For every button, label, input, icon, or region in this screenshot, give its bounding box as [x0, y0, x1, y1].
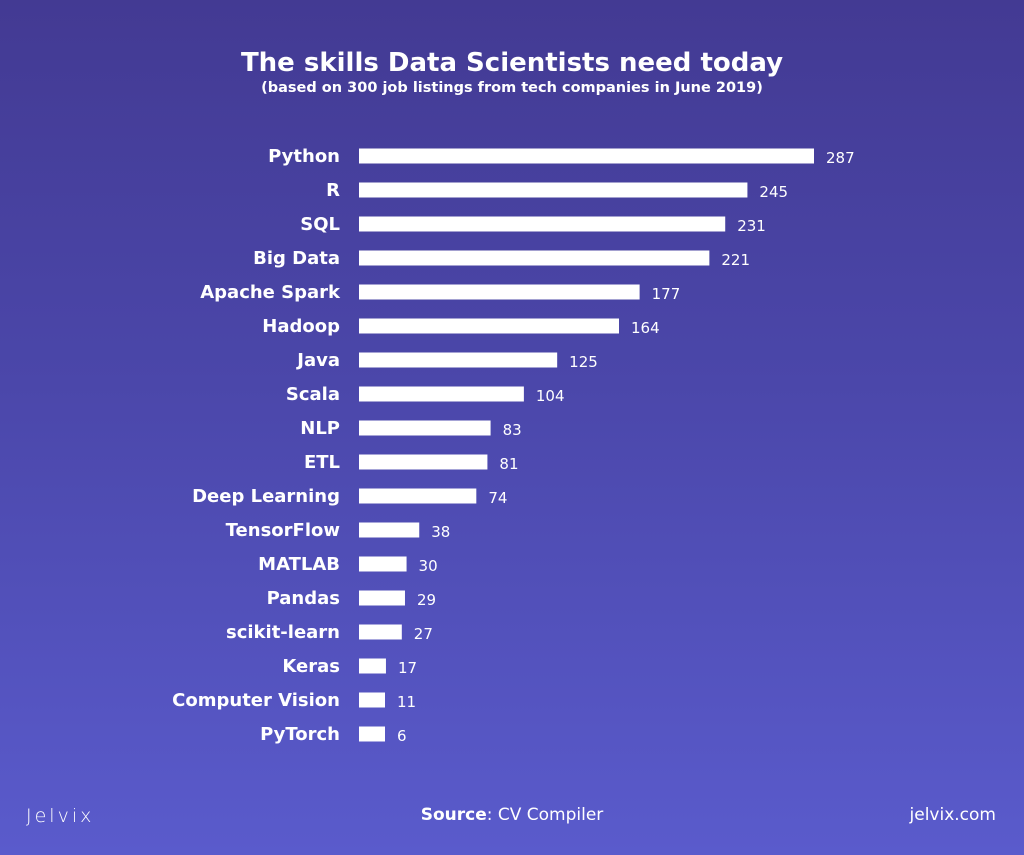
category-label: Big Data	[253, 248, 340, 269]
source-value: : CV Compiler	[486, 805, 604, 825]
bar	[359, 454, 488, 470]
bar	[359, 522, 420, 538]
bar	[359, 148, 814, 164]
category-label: R	[326, 180, 340, 201]
value-label: 29	[417, 591, 436, 609]
value-label: 231	[737, 217, 766, 235]
category-label: ETL	[304, 452, 340, 473]
bar	[359, 726, 385, 742]
category-label: Computer Vision	[172, 690, 340, 711]
value-label: 177	[652, 285, 681, 303]
bar	[359, 420, 491, 436]
value-label: 125	[569, 353, 598, 371]
category-label: NLP	[300, 418, 340, 439]
category-label: Python	[268, 146, 340, 167]
value-label: 74	[488, 489, 507, 507]
site-link[interactable]: jelvix.com	[909, 805, 996, 825]
value-label: 38	[431, 523, 450, 541]
bar	[359, 590, 405, 606]
category-label: Apache Spark	[200, 282, 341, 303]
category-label: Deep Learning	[192, 486, 340, 507]
category-label: Scala	[286, 384, 340, 405]
bar	[359, 692, 385, 708]
bar	[359, 352, 558, 368]
bar	[359, 556, 407, 572]
value-label: 81	[499, 455, 518, 473]
chart-subtitle: (based on 300 job listings from tech com…	[261, 80, 763, 96]
value-label: 104	[536, 387, 565, 405]
bar	[359, 250, 710, 266]
value-label: 164	[631, 319, 660, 337]
value-label: 287	[826, 149, 855, 167]
bar	[359, 216, 726, 232]
category-label: MATLAB	[258, 554, 340, 575]
source-label: Source	[420, 805, 487, 825]
bar-chart: Python 287 R 245 SQL 231 Big Data 221 Apache Spa…	[0, 0, 1024, 780]
category-label: Hadoop	[262, 316, 340, 337]
category-label: SQL	[300, 214, 340, 235]
value-label: 30	[419, 557, 438, 575]
value-label: 11	[397, 693, 416, 711]
source-note: Source: CV Compiler	[0, 805, 1024, 825]
value-label: 245	[759, 183, 788, 201]
bar	[359, 182, 748, 198]
value-label: 6	[397, 727, 407, 745]
category-label: scikit-learn	[226, 622, 340, 643]
bar	[359, 386, 524, 402]
value-label: 221	[721, 251, 750, 269]
value-label: 17	[398, 659, 417, 677]
value-label: 83	[503, 421, 522, 439]
category-label: PyTorch	[260, 724, 340, 745]
bar	[359, 318, 619, 334]
chart-title: The skills Data Scientists need today	[240, 48, 784, 78]
category-label: Keras	[282, 656, 340, 677]
value-label: 27	[414, 625, 433, 643]
category-label: Pandas	[267, 588, 340, 609]
bar	[359, 284, 640, 300]
jelvix-logo: Jelvix	[26, 805, 95, 827]
bar	[359, 658, 386, 674]
category-label: TensorFlow	[226, 520, 340, 541]
bar	[359, 624, 402, 640]
category-label: Java	[295, 350, 340, 371]
bar	[359, 488, 477, 504]
